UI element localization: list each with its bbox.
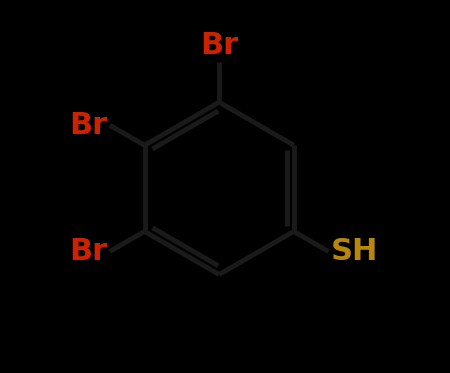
Text: SH: SH bbox=[331, 237, 378, 266]
Text: Br: Br bbox=[69, 237, 108, 266]
Text: Br: Br bbox=[200, 31, 238, 60]
Text: Br: Br bbox=[69, 111, 108, 140]
